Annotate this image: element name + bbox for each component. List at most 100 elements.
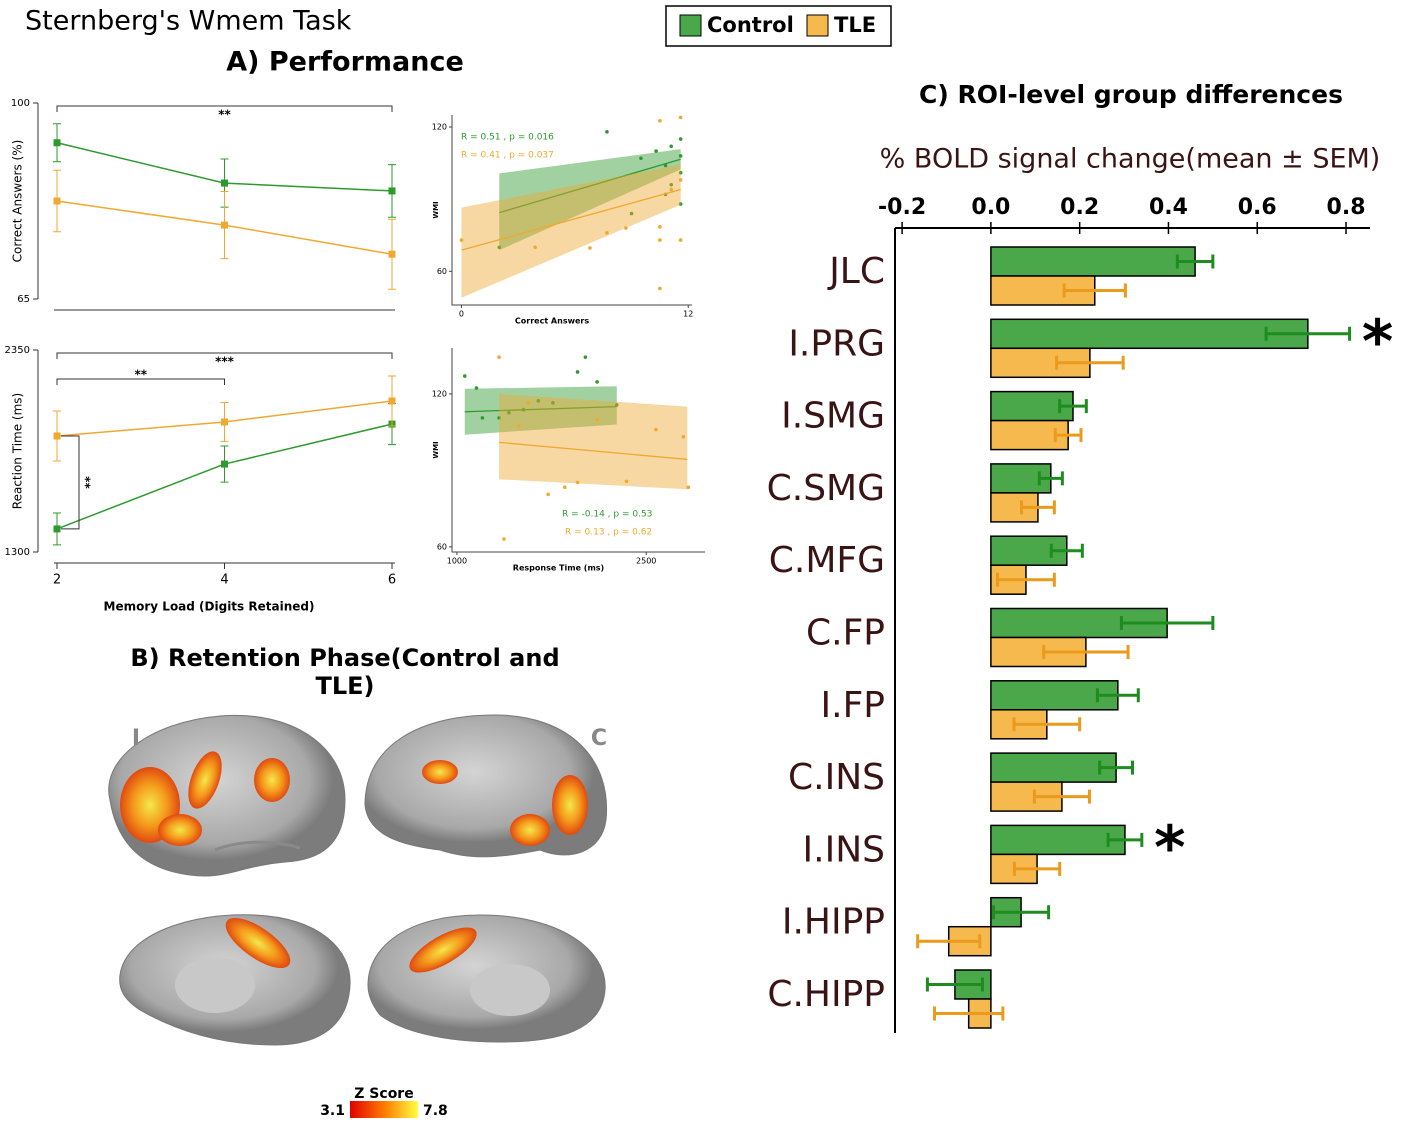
y-axis-label: Correct Answers (%) xyxy=(11,140,25,263)
point xyxy=(658,287,662,291)
stat-annotation: R = 0.41 , p = 0.037 xyxy=(461,151,554,161)
hemisphere-label: I xyxy=(132,726,140,751)
category-label: I.PRG xyxy=(788,323,885,364)
category-label: C.SMG xyxy=(767,468,885,509)
point xyxy=(605,231,609,235)
point xyxy=(389,251,396,258)
x-tick-label: 0.0 xyxy=(971,195,1010,220)
point xyxy=(658,119,662,123)
point xyxy=(475,386,479,390)
point xyxy=(463,374,467,378)
bar xyxy=(991,247,1195,276)
point xyxy=(389,187,396,194)
colorbar xyxy=(350,1101,418,1118)
y-axis-label: WMI xyxy=(432,201,440,218)
confidence-band xyxy=(499,394,687,489)
point xyxy=(625,480,629,484)
y-axis-label: WMI xyxy=(432,441,440,458)
y-axis-label: Reaction Time (ms) xyxy=(11,393,25,509)
x-tick-label: 0.4 xyxy=(1149,195,1188,220)
point xyxy=(639,156,643,160)
point xyxy=(546,493,550,497)
point xyxy=(221,461,228,468)
y-tick-label: 60 xyxy=(437,542,447,551)
x-tick-label: 6 xyxy=(388,573,396,588)
stat-annotation: R = 0.13 , p = 0.62 xyxy=(565,528,652,538)
point xyxy=(576,370,580,374)
x-tick-label: 4 xyxy=(220,573,228,588)
stat-annotation: R = 0.51 , p = 0.016 xyxy=(461,133,554,143)
point xyxy=(664,164,668,168)
point xyxy=(679,116,683,120)
x-tick-label: 2 xyxy=(53,573,61,588)
category-label: C.FP xyxy=(806,613,885,654)
x-tick-label: 0.6 xyxy=(1238,195,1277,220)
x-tick-label: 12 xyxy=(683,310,693,319)
point xyxy=(679,238,683,242)
x-tick-label: -0.2 xyxy=(878,195,926,220)
stat-annotation: R = -0.14 , p = 0.53 xyxy=(562,510,652,520)
category-label: C.MFG xyxy=(769,540,885,581)
point xyxy=(533,245,537,249)
category-label: C.INS xyxy=(788,757,885,798)
category-label: I.HIPP xyxy=(782,902,885,943)
significance-marker: * xyxy=(1362,307,1393,377)
category-label: I.SMG xyxy=(781,396,885,437)
point xyxy=(669,144,673,148)
x-axis-label: Response Time (ms) xyxy=(513,564,604,573)
x-tick-label: 0.8 xyxy=(1327,195,1366,220)
legend-swatch xyxy=(807,15,828,36)
significance-label: ** xyxy=(79,476,93,489)
x-tick-label: 0 xyxy=(459,310,464,319)
point xyxy=(502,537,506,541)
point xyxy=(389,397,396,404)
x-axis-label: % BOLD signal change(mean ± SEM) xyxy=(880,144,1381,175)
category-label: JLC xyxy=(827,251,885,292)
significance-bracket xyxy=(61,436,79,529)
significance-label: *** xyxy=(215,355,235,369)
point xyxy=(654,428,658,432)
point xyxy=(460,238,464,242)
x-axis-label: Correct Answers xyxy=(515,317,589,326)
point xyxy=(221,222,228,229)
x-tick-label: 0.2 xyxy=(1060,195,1099,220)
point xyxy=(54,525,61,532)
colorbar-min: 3.1 xyxy=(320,1103,345,1119)
point xyxy=(654,149,658,153)
point xyxy=(679,154,683,158)
point xyxy=(221,180,228,187)
chart: Sternberg's Wmem Task A) Performance Contr… xyxy=(0,0,1401,1122)
point xyxy=(595,418,599,422)
point xyxy=(595,380,599,384)
point xyxy=(563,485,567,489)
point xyxy=(54,139,61,146)
bar xyxy=(991,319,1308,348)
colorbar-title: Z Score xyxy=(354,1086,413,1102)
hemisphere-label: C xyxy=(591,726,607,751)
point xyxy=(584,355,588,359)
panel-b-title: B) Retention Phase(Control and TLE) xyxy=(115,644,575,700)
category-label: I.INS xyxy=(803,829,885,870)
x-tick-label: 2500 xyxy=(636,557,656,566)
point xyxy=(588,246,592,250)
point xyxy=(517,424,521,428)
point xyxy=(605,130,609,134)
point xyxy=(497,355,501,359)
point xyxy=(54,198,61,205)
significance-marker: * xyxy=(1154,813,1185,883)
legend-label: Control xyxy=(707,13,794,37)
colorbar-max: 7.8 xyxy=(423,1103,448,1119)
point xyxy=(527,401,531,405)
y-tick-label: 1300 xyxy=(5,547,30,558)
point xyxy=(624,226,628,230)
y-tick-label: 120 xyxy=(432,123,447,132)
panel-a-title: A) Performance xyxy=(226,47,464,78)
figure-title: Sternberg's Wmem Task xyxy=(25,6,352,37)
bar xyxy=(991,825,1125,854)
y-tick-label: 100 xyxy=(11,98,30,109)
point xyxy=(658,238,662,242)
point xyxy=(481,416,485,420)
category-label: C.HIPP xyxy=(767,974,885,1015)
point xyxy=(669,188,673,192)
point xyxy=(682,435,686,439)
